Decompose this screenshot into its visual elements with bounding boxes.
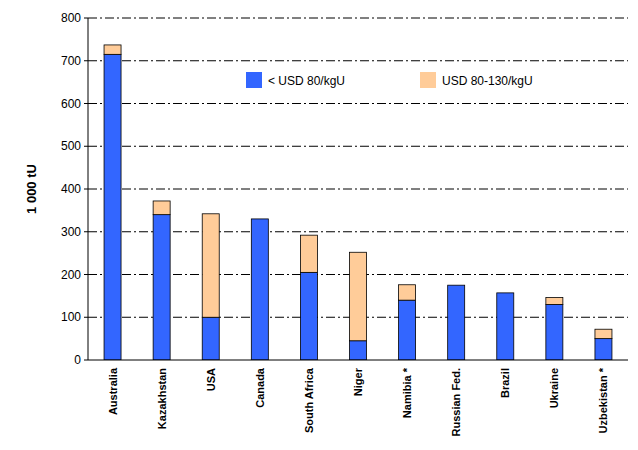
axis-label: 1 000 tU [24, 164, 39, 214]
legend-label: < USD 80/kgU [268, 74, 345, 88]
bar-segment [300, 272, 317, 360]
legend-swatch [246, 72, 262, 88]
tick-mark [84, 360, 88, 361]
bar-segment [497, 293, 514, 360]
bar-segment [202, 214, 219, 317]
x-axis [88, 360, 628, 361]
bar-segment [448, 285, 465, 286]
tick-label: 400 [61, 182, 81, 196]
category-label: Australia [107, 367, 119, 415]
tick-label: 100 [61, 310, 81, 324]
tick-mark [84, 231, 88, 232]
category-label: South Africa [303, 367, 315, 433]
tick-label: 800 [61, 11, 81, 25]
bar-segment [104, 45, 121, 54]
bar-segment [497, 292, 514, 293]
bar-segment [546, 298, 563, 305]
bar-segment [399, 300, 416, 360]
bar-segment [153, 215, 170, 360]
tick-label: 500 [61, 139, 81, 153]
tick-label: 0 [74, 353, 81, 367]
tick-mark [84, 18, 88, 19]
category-label: Kazakhstan [156, 368, 168, 429]
bar-segment [399, 285, 416, 300]
legend-label: USD 80-130/kgU [442, 74, 533, 88]
legend-swatch [420, 72, 436, 88]
grid-line [88, 60, 628, 61]
bar-segment [448, 285, 465, 360]
grid-line [88, 18, 628, 19]
y-axis [88, 18, 89, 360]
tick-label: 700 [61, 54, 81, 68]
bar-segment [104, 54, 121, 360]
bar-segment [350, 252, 367, 340]
category-label: Namibia * [401, 367, 413, 418]
tick-mark [84, 274, 88, 275]
legend: < USD 80/kgU USD 80-130/kgU [246, 72, 533, 88]
bar-segment [202, 317, 219, 360]
tick-mark [84, 317, 88, 318]
bar-segment [595, 339, 612, 360]
grid-line [88, 146, 628, 147]
tick-label: 300 [61, 225, 81, 239]
category-label: Russian Fed. [450, 368, 462, 436]
bar-segment [546, 304, 563, 360]
tick-mark [84, 60, 88, 61]
category-label: USA [205, 368, 217, 391]
grid-line [88, 189, 628, 190]
tick-mark [84, 146, 88, 147]
category-label: Uzbekistan * [597, 367, 609, 433]
tick-label: 200 [61, 268, 81, 282]
category-label: Ukraine [548, 368, 560, 408]
bar-segment [595, 329, 612, 338]
bar-segment [251, 218, 268, 219]
grid-line [88, 103, 628, 104]
bar-segment [251, 219, 268, 360]
category-label: Canada [254, 367, 266, 408]
bar-segment [153, 201, 170, 215]
bar-segment [300, 235, 317, 272]
category-label: Brazil [499, 368, 511, 398]
tick-mark [84, 103, 88, 104]
tick-mark [84, 189, 88, 190]
bars [104, 45, 612, 360]
chart: 0 100 200 300 400 500 600 700 800 1 000 tU Austral… [0, 0, 638, 450]
category-label: Niger [352, 367, 364, 396]
bar-segment [350, 341, 367, 360]
tick-label: 600 [61, 97, 81, 111]
